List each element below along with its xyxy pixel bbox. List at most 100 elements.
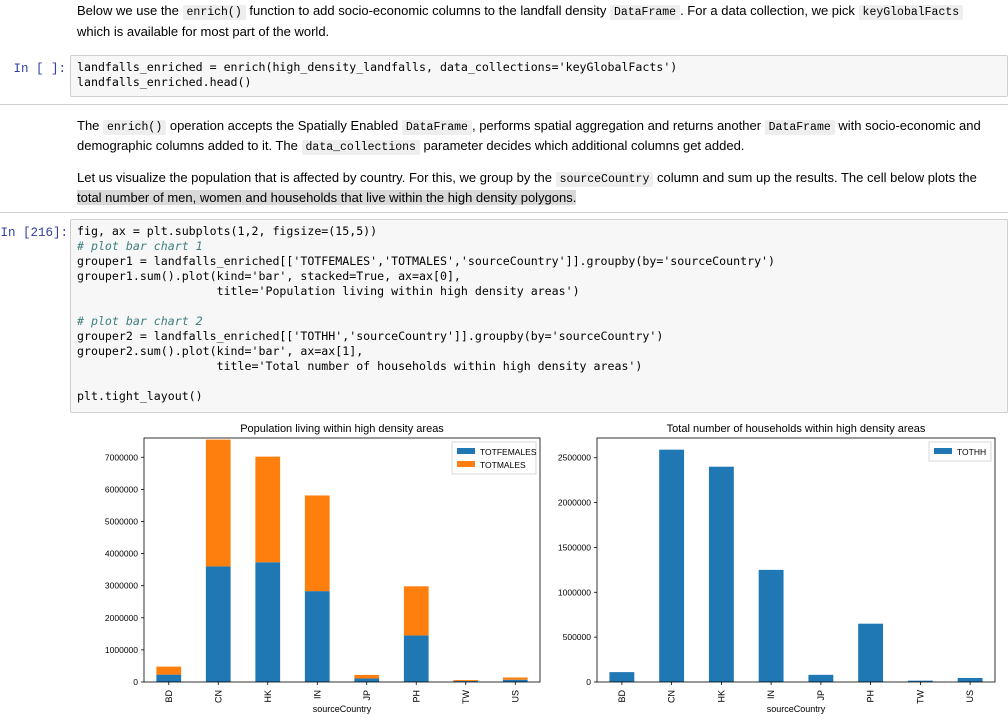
code-line: fig, ax = plt.subplots(1,2, figsize=(15,…: [77, 224, 378, 238]
bar-totmales-bd: [156, 666, 182, 675]
axes-frame: [143, 437, 541, 683]
code-line: plt.tight_layout(): [77, 389, 203, 403]
cell-prompt: In [ ]:: [13, 62, 66, 76]
inline-code-enrich: enrich(): [182, 5, 246, 20]
x-tick-label: CN: [213, 690, 223, 703]
selected-text[interactable]: total number of men, women and household…: [77, 190, 577, 205]
intro-line-2: which is available for most part of the …: [77, 24, 330, 39]
y-tick-label: 3000000: [105, 581, 138, 591]
explain-text: operation accepts the Spatially Enabled: [166, 118, 402, 133]
code-line: grouper2 = landfalls_enriched[['TOTHH','…: [77, 329, 664, 343]
bar-totmales-cn: [205, 439, 231, 567]
legend-label: TOTMALES: [480, 460, 526, 470]
cell-separator: [0, 104, 1008, 105]
legend-swatch: [457, 448, 475, 454]
bar-tothh-ph: [858, 623, 884, 682]
x-tick-label: BD: [164, 690, 174, 703]
x-tick-label: IN: [312, 690, 322, 699]
code-line: title='Population living within high den…: [77, 284, 580, 298]
y-tick-label: 1500000: [558, 542, 591, 552]
bar-totmales-tw: [453, 680, 479, 682]
explain-line-2: demographic columns added to it. The dat…: [77, 137, 1002, 156]
inline-code-keyglobalfacts: keyGlobalFacts: [858, 5, 964, 20]
y-tick-label: 2500000: [558, 453, 591, 463]
y-tick-label: 500000: [563, 632, 592, 642]
explain-line-1: The enrich() operation accepts the Spati…: [77, 117, 1002, 136]
explain-text: demographic columns added to it. The: [77, 138, 302, 153]
explain-text: with socio-economic and: [834, 118, 981, 133]
bar-tothh-hk: [708, 466, 734, 682]
x-tick-label: JP: [362, 690, 372, 701]
output-charts: Population living within high density ar…: [105, 423, 996, 714]
code-cell-plot[interactable]: fig, ax = plt.subplots(1,2, figsize=(15,…: [70, 219, 1008, 413]
bar-tothh-jp: [808, 674, 834, 682]
chart-title: Total number of households within high d…: [667, 423, 926, 435]
code-editor[interactable]: landfalls_enriched = enrich(high_density…: [77, 60, 677, 90]
bar-totfemales-cn: [205, 566, 231, 682]
bar-tothh-tw: [907, 680, 933, 682]
y-tick-label: 4000000: [105, 549, 138, 559]
chart-population: Population living within high density ar…: [105, 423, 541, 714]
code-line: grouper1 = landfalls_enriched[['TOTFEMAL…: [77, 254, 776, 268]
markdown-cell-intro: Below we use the enrich() function to ad…: [77, 2, 964, 40]
markdown-cell-explain: The enrich() operation accepts the Spati…: [77, 117, 1002, 206]
explain-text: The: [77, 118, 104, 133]
x-axis-label: sourceCountry: [767, 704, 826, 714]
explain-text: column and sum up the results. The cell …: [653, 170, 977, 185]
legend-box: [928, 441, 992, 462]
bar-totmales-hk: [255, 456, 281, 563]
bar-tothh-cn: [659, 449, 685, 682]
inline-code-sourcecountry: sourceCountry: [555, 172, 654, 187]
inline-code-enrich: enrich(): [103, 120, 167, 135]
inline-code-dataframe: DataFrame: [401, 120, 472, 135]
x-tick-label: TW: [461, 690, 471, 704]
cell-separator: [0, 212, 1008, 213]
inline-code-dataframe: DataFrame: [764, 120, 835, 135]
x-tick-label: US: [510, 690, 520, 703]
code-comment: # plot bar chart 2: [77, 314, 203, 328]
y-tick-label: 7000000: [105, 452, 138, 462]
legend-label: TOTFEMALES: [480, 447, 537, 457]
x-tick-label: PH: [411, 690, 421, 703]
bar-totfemales-jp: [354, 678, 380, 682]
code-cell-enrich[interactable]: landfalls_enriched = enrich(high_density…: [70, 55, 1008, 97]
x-tick-label: PH: [866, 690, 876, 703]
y-tick-label: 1000000: [558, 587, 591, 597]
intro-text: Below we use the: [77, 3, 183, 18]
cell-prompt: In [216]:: [0, 226, 68, 240]
x-tick-label: HK: [716, 690, 726, 703]
code-comment: # plot bar chart 1: [77, 239, 203, 253]
x-tick-label: JP: [816, 690, 826, 701]
y-tick-label: 0: [586, 677, 591, 687]
legend-label: TOTHH: [957, 447, 986, 457]
bar-totfemales-hk: [255, 562, 281, 682]
explain-text: , performs spatial aggregation and retur…: [471, 118, 765, 133]
bar-tothh-in: [758, 569, 784, 682]
legend-swatch: [934, 448, 952, 454]
y-tick-label: 6000000: [105, 484, 138, 494]
code-editor[interactable]: fig, ax = plt.subplots(1,2, figsize=(15,…: [77, 224, 775, 404]
bar-totfemales-in: [304, 591, 330, 682]
intro-line-1: Below we use the enrich() function to ad…: [77, 2, 964, 21]
x-tick-label: HK: [263, 690, 273, 703]
bar-totmales-ph: [403, 586, 429, 636]
y-tick-label: 0: [133, 677, 138, 687]
bar-totfemales-tw: [453, 681, 479, 682]
x-tick-label: US: [965, 690, 975, 703]
bar-totfemales-us: [502, 679, 528, 682]
explain-line-4: total number of men, women and household…: [77, 189, 1002, 206]
explain-text: Let us visualize the population that is …: [77, 170, 556, 185]
inline-code-dataframe: DataFrame: [609, 5, 681, 20]
x-axis-label: sourceCountry: [313, 704, 372, 714]
axes-frame: [596, 437, 996, 683]
x-tick-label: IN: [766, 690, 776, 699]
y-tick-label: 5000000: [105, 516, 138, 526]
y-tick-label: 2000000: [105, 613, 138, 623]
legend-swatch: [457, 461, 475, 467]
intro-text: . For a data collection, we pick: [680, 3, 859, 18]
y-tick-label: 2000000: [558, 498, 591, 508]
x-tick-label: BD: [617, 690, 627, 703]
x-tick-label: CN: [667, 690, 677, 703]
bar-totmales-in: [304, 495, 330, 592]
legend-box: [451, 441, 537, 475]
